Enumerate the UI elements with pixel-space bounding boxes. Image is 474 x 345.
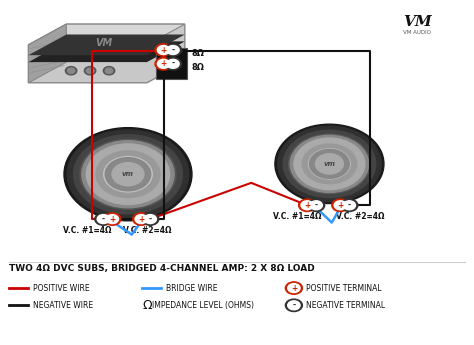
Text: POSITIVE TERMINAL: POSITIVE TERMINAL <box>306 284 382 293</box>
Circle shape <box>73 135 182 214</box>
Circle shape <box>283 130 376 198</box>
Circle shape <box>301 201 313 210</box>
Circle shape <box>289 134 370 194</box>
Circle shape <box>106 215 118 224</box>
Text: POSITIVE WIRE: POSITIVE WIRE <box>33 284 90 293</box>
Circle shape <box>285 282 302 294</box>
Circle shape <box>164 58 182 70</box>
Text: +: + <box>337 201 344 210</box>
Circle shape <box>144 215 156 224</box>
Text: vm: vm <box>323 161 336 167</box>
Circle shape <box>155 44 172 56</box>
Circle shape <box>302 144 356 184</box>
Text: +: + <box>160 59 167 68</box>
Circle shape <box>84 67 96 75</box>
Circle shape <box>299 199 316 211</box>
Circle shape <box>97 215 109 224</box>
Text: TWO 4Ω DVC SUBS, BRIDGED 4-CHANNEL AMP: 2 X 8Ω LOAD: TWO 4Ω DVC SUBS, BRIDGED 4-CHANNEL AMP: … <box>9 264 315 273</box>
Circle shape <box>288 284 300 293</box>
Circle shape <box>86 144 170 205</box>
Text: 8Ω: 8Ω <box>192 63 205 72</box>
Circle shape <box>157 59 170 68</box>
FancyBboxPatch shape <box>156 48 187 79</box>
Text: +: + <box>291 284 297 293</box>
Circle shape <box>80 139 176 209</box>
Circle shape <box>67 130 189 218</box>
Circle shape <box>278 126 381 201</box>
Circle shape <box>290 135 369 193</box>
Text: IMPEDANCE LEVEL (OHMS): IMPEDANCE LEVEL (OHMS) <box>152 301 254 310</box>
Circle shape <box>275 124 384 204</box>
Text: NEGATIVE WIRE: NEGATIVE WIRE <box>33 301 93 310</box>
Circle shape <box>86 68 94 73</box>
Circle shape <box>82 141 174 208</box>
Text: V.C. #2=4Ω: V.C. #2=4Ω <box>336 212 384 221</box>
Text: -: - <box>348 201 351 210</box>
Text: VM AUDIO: VM AUDIO <box>403 30 431 35</box>
Circle shape <box>105 68 113 73</box>
Polygon shape <box>28 24 66 83</box>
Circle shape <box>67 68 75 73</box>
Circle shape <box>332 199 349 211</box>
Text: -: - <box>172 46 174 55</box>
Circle shape <box>112 162 144 186</box>
Circle shape <box>308 199 325 211</box>
Text: +: + <box>138 215 145 224</box>
Circle shape <box>294 138 365 190</box>
Text: -: - <box>292 301 295 310</box>
Text: NEGATIVE TERMINAL: NEGATIVE TERMINAL <box>306 301 385 310</box>
Text: V.C. #1=4Ω: V.C. #1=4Ω <box>64 226 112 235</box>
Text: vm: vm <box>122 171 134 177</box>
Circle shape <box>167 46 179 55</box>
Text: +: + <box>304 201 310 210</box>
Polygon shape <box>28 34 185 55</box>
Polygon shape <box>28 41 185 62</box>
Circle shape <box>334 201 346 210</box>
Circle shape <box>341 199 358 211</box>
Circle shape <box>288 301 300 310</box>
Circle shape <box>142 213 159 225</box>
Text: +: + <box>109 215 116 224</box>
Circle shape <box>104 157 152 192</box>
Circle shape <box>285 299 302 312</box>
Text: +: + <box>160 46 167 55</box>
Circle shape <box>157 46 170 55</box>
Circle shape <box>96 151 160 197</box>
Circle shape <box>65 67 77 75</box>
Circle shape <box>103 67 115 75</box>
Text: BRIDGE WIRE: BRIDGE WIRE <box>166 284 218 293</box>
Circle shape <box>105 158 151 191</box>
Circle shape <box>343 201 356 210</box>
Circle shape <box>135 215 147 224</box>
Circle shape <box>155 58 172 70</box>
Circle shape <box>310 201 322 210</box>
Text: Ω: Ω <box>142 299 152 312</box>
Text: -: - <box>172 59 174 68</box>
Polygon shape <box>28 24 185 45</box>
Circle shape <box>104 213 121 225</box>
Circle shape <box>316 154 343 174</box>
Text: -: - <box>102 215 105 224</box>
Circle shape <box>95 213 112 225</box>
Circle shape <box>310 149 349 178</box>
Text: 8Ω: 8Ω <box>192 49 205 58</box>
Text: V.C. #2=4Ω: V.C. #2=4Ω <box>123 226 171 235</box>
Text: -: - <box>149 215 152 224</box>
Text: V.C. #1=4Ω: V.C. #1=4Ω <box>273 212 322 221</box>
Circle shape <box>167 59 179 68</box>
Circle shape <box>309 149 350 179</box>
Circle shape <box>133 213 150 225</box>
Circle shape <box>164 44 182 56</box>
Text: -: - <box>315 201 318 210</box>
Polygon shape <box>28 24 185 83</box>
Circle shape <box>64 128 192 221</box>
Text: VM: VM <box>96 38 113 48</box>
Text: VM: VM <box>403 16 431 29</box>
